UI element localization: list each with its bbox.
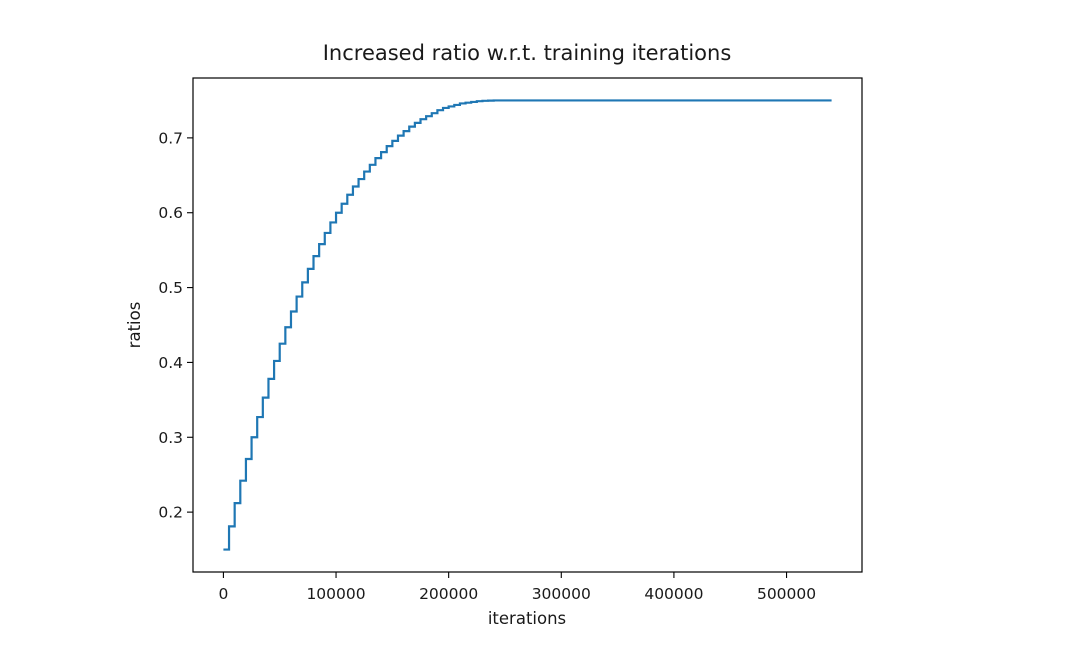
x-tick-label: 0	[218, 585, 228, 603]
y-tick-label: 0.4	[158, 354, 183, 372]
y-tick-label: 0.2	[158, 504, 183, 522]
y-tick-label: 0.5	[158, 279, 183, 297]
x-tick-label: 400000	[644, 585, 703, 603]
y-axis-label: ratios	[125, 302, 144, 349]
x-tick-label: 100000	[306, 585, 365, 603]
chart-title: Increased ratio w.r.t. training iteratio…	[323, 41, 732, 65]
y-tick-label: 0.3	[158, 429, 183, 447]
plot-frame	[192, 77, 863, 573]
y-tick-label: 0.6	[158, 204, 183, 222]
x-axis: 0 100000 200000 300000 400000 500000	[218, 572, 816, 603]
series-line	[223, 99, 832, 551]
x-axis-label: iterations	[488, 609, 566, 628]
x-tick-label: 200000	[419, 585, 478, 603]
x-tick-label: 500000	[757, 585, 816, 603]
x-tick-label: 300000	[532, 585, 591, 603]
plot-area: 0 100000 200000 300000 400000 500000 0.20.30.…	[158, 77, 863, 603]
y-axis: 0.2 0.3 0.4 0.5 0.6 0.7	[158, 129, 193, 522]
y-tick-label: 0.7	[158, 129, 183, 147]
